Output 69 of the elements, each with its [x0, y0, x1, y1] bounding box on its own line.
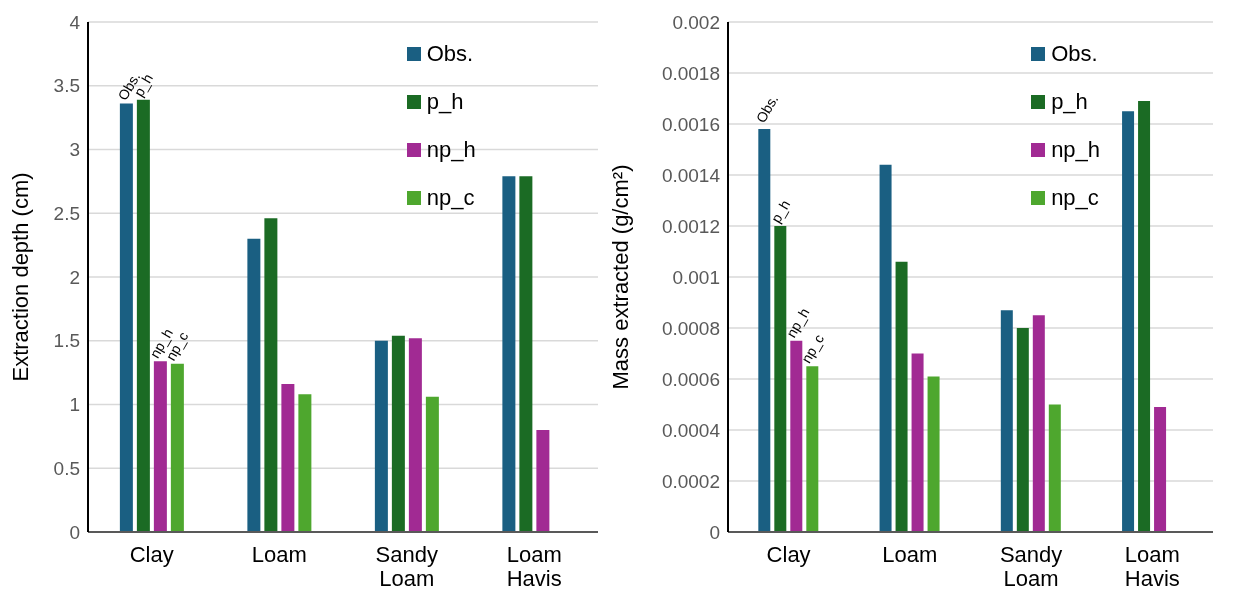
legend-label: np_c	[426, 185, 475, 211]
bar	[879, 164, 892, 532]
y-tick-label: 0.0018	[661, 62, 720, 84]
y-axis-title: Mass extracted (g/cm²)	[607, 164, 633, 390]
x-tick-label: Loam	[251, 542, 307, 567]
legend-label: np_h	[426, 137, 476, 163]
bar	[519, 176, 533, 532]
y-tick-label: 0.0002	[661, 470, 720, 492]
bar	[247, 238, 261, 532]
bar	[298, 394, 312, 532]
y-tick-label: 0.0014	[661, 164, 721, 186]
x-tick-label: Sandy Loam	[999, 542, 1063, 591]
y-tick-label: 0.0012	[661, 215, 720, 237]
bar	[502, 176, 516, 532]
bar	[119, 103, 133, 532]
legend-label: Obs.	[1051, 41, 1098, 67]
x-tick-label: Loam Havis	[506, 542, 562, 591]
bar	[1016, 328, 1029, 532]
y-tick-label: 0.5	[53, 457, 80, 479]
y-tick-label: 0.0008	[661, 317, 720, 339]
bar	[1048, 404, 1061, 532]
y-tick-label: 1.5	[53, 330, 80, 352]
y-tick-label: 0.002	[672, 11, 720, 33]
y-tick-label: 0.001	[672, 266, 720, 288]
y-tick-label: 0	[709, 521, 720, 543]
bar	[1122, 111, 1135, 532]
bar	[790, 340, 803, 532]
x-tick-label: Clay	[766, 542, 811, 567]
x-tick-label: Clay	[129, 542, 174, 567]
bar	[374, 340, 388, 532]
bar	[391, 335, 405, 532]
y-tick-label: 1	[69, 394, 80, 416]
bar	[264, 218, 278, 532]
x-tick-label: Loam	[882, 542, 938, 567]
bar	[806, 366, 819, 532]
y-tick-label: 0.0004	[661, 419, 721, 441]
bar	[281, 384, 295, 532]
bar	[1138, 101, 1151, 532]
y-tick-label: 0	[69, 521, 80, 543]
bar	[408, 338, 422, 532]
bar	[1032, 315, 1045, 532]
bar	[1154, 407, 1167, 532]
bar	[927, 376, 940, 532]
x-tick-label: Sandy Loam	[375, 542, 438, 591]
y-tick-label: 2	[69, 266, 80, 288]
legend-label: np_h	[1051, 137, 1101, 163]
bar	[153, 361, 167, 532]
y-tick-label: 0.0006	[661, 368, 720, 390]
bar	[758, 129, 771, 532]
legend-label: Obs.	[426, 41, 474, 67]
y-tick-label: 4	[69, 11, 81, 33]
bar	[895, 261, 908, 532]
bar	[911, 353, 924, 532]
y-axis-title: Extraction depth (cm)	[7, 172, 33, 382]
annotation: Obs.	[752, 91, 782, 126]
bar	[136, 99, 150, 532]
y-tick-label: 0.0016	[661, 113, 720, 135]
bar	[774, 226, 787, 532]
bar	[170, 363, 184, 532]
legend-label: np_c	[1051, 185, 1099, 211]
legend-label: p_h	[426, 89, 464, 115]
y-tick-label: 2.5	[53, 202, 80, 224]
y-tick-label: 3.5	[53, 75, 80, 97]
legend-label: p_h	[1051, 89, 1088, 115]
y-tick-label: 3	[69, 139, 80, 161]
bar	[425, 396, 439, 532]
bar	[1000, 310, 1013, 532]
bar	[536, 430, 550, 532]
x-tick-label: Loam Havis	[1124, 542, 1180, 591]
